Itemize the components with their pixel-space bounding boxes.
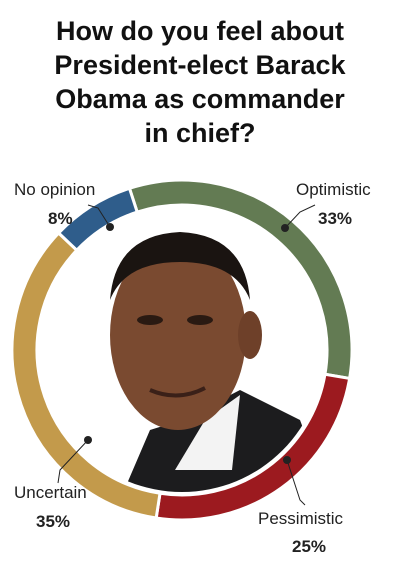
chart-title: How do you feel about President-elect Ba… [54,16,346,148]
category-label: Optimistic [296,180,371,199]
value-label: 8% [48,209,73,228]
leaders [57,204,316,506]
value-label: 33% [318,209,352,228]
ring [10,178,354,522]
category-label: Pessimistic [258,509,344,528]
category-label: Uncertain [14,483,87,502]
value-label: 25% [292,537,326,556]
value-label: 35% [36,512,70,531]
category-label: No opinion [14,180,95,199]
donut-segment [56,186,140,253]
